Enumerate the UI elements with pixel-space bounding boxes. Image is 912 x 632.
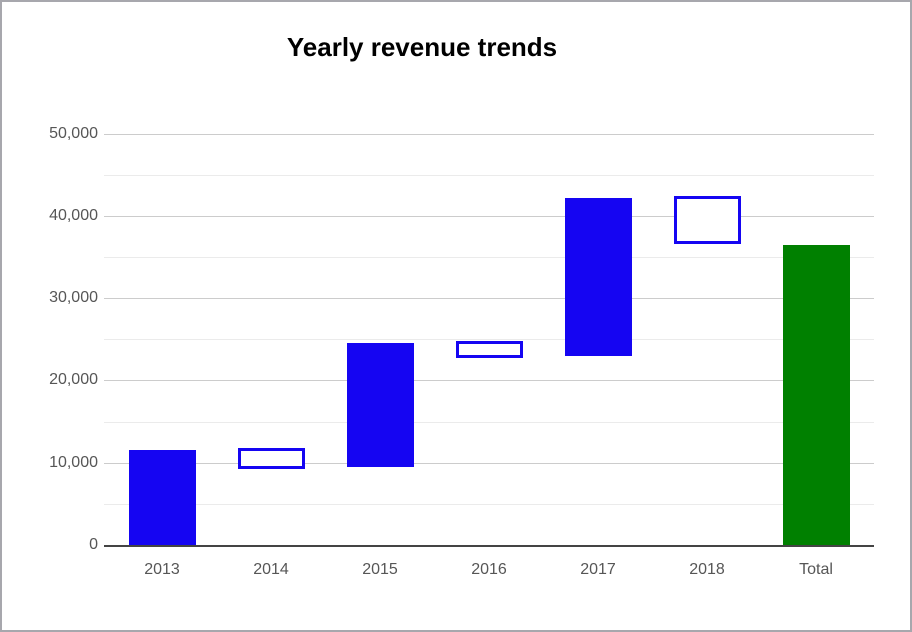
- x-axis-tick-label: 2013: [144, 561, 180, 578]
- waterfall-bar-2016: [455, 340, 523, 358]
- waterfall-bar-2014: [237, 448, 305, 469]
- x-axis-tick-label: 2017: [580, 561, 616, 578]
- gridline-major: [104, 462, 874, 464]
- gridline-major: [104, 380, 874, 382]
- waterfall-bar-2015: [346, 342, 414, 467]
- y-axis-tick-label: 40,000: [49, 206, 98, 224]
- gridline-major: [104, 133, 874, 135]
- gridline-minor: [104, 174, 874, 176]
- y-axis-tick-label: 0: [89, 536, 98, 553]
- gridline-major: [104, 298, 874, 300]
- y-axis-tick-label: 30,000: [49, 289, 98, 307]
- chart-title: Yearly revenue trends: [286, 32, 558, 62]
- waterfall-bar-2013: [128, 450, 196, 545]
- gridline-minor: [104, 421, 874, 423]
- y-axis-tick-label: 10,000: [49, 453, 98, 471]
- x-axis-tick-label: 2014: [253, 561, 289, 578]
- gridline-minor: [104, 257, 874, 258]
- waterfall-bar-2018: [673, 195, 741, 245]
- x-axis-tick-label: 2016: [471, 561, 507, 578]
- y-axis-tick-label: 20,000: [49, 371, 98, 389]
- gridline-minor: [104, 339, 874, 341]
- y-axis-tick-label: 50,000: [49, 124, 98, 142]
- gridline-major: [104, 215, 874, 217]
- x-axis-tick-label: 2018: [689, 561, 725, 578]
- x-axis-tick-label: 2015: [362, 561, 398, 578]
- waterfall-bar-total: [782, 245, 850, 545]
- x-axis-tick-label: Total: [799, 561, 833, 578]
- waterfall-bar-2017: [564, 197, 632, 356]
- x-axis-baseline: [104, 545, 874, 547]
- gridline-minor: [104, 503, 874, 505]
